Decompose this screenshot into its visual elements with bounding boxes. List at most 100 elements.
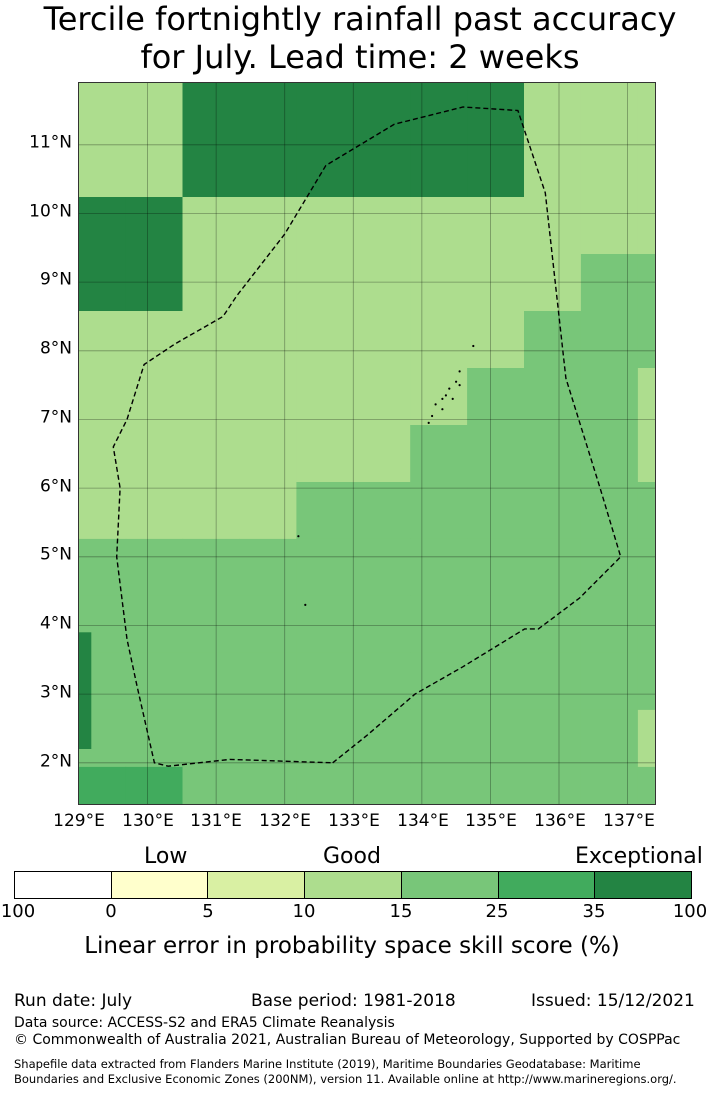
lat-label-9n: 9°N [39,269,72,290]
colorbar-tick: 100 [672,901,708,922]
lat-label-10n: 10°N [29,201,72,222]
skill-cell [125,197,184,255]
skill-cell [239,83,297,141]
skill-cell [182,425,240,483]
skill-cell [353,482,411,540]
skill-cell [637,311,655,369]
legend-category-good: Good [323,844,381,869]
island-marker [448,387,451,390]
lon-label-135e: 135°E [465,811,517,831]
skill-cell [239,311,297,369]
skill-cell [637,83,655,141]
island-marker [434,403,437,406]
skill-cell [467,766,525,804]
skill-cell [524,709,582,768]
skill-cell [239,595,297,654]
skill-cell [524,595,582,654]
skill-cell [182,766,240,804]
skill-cell [580,197,639,255]
skill-cells [79,83,655,804]
skill-cell [580,254,639,312]
copyright: © Commonwealth of Australia 2021, Austra… [14,1032,681,1048]
skill-cell [467,652,525,711]
title-line-1: Tercile fortnightly rainfall past accura… [43,0,677,38]
skill-cell [353,140,411,198]
island-marker [458,370,461,373]
skill-cell [637,538,655,597]
skill-cell [296,368,354,426]
skill-cell [637,709,655,768]
skill-cell [410,368,468,426]
skill-cell [580,425,639,483]
skill-cell [353,311,411,369]
skill-cell [79,254,127,312]
skill-cell [296,652,354,711]
skill-cell [125,766,184,804]
island-marker [427,421,430,424]
skill-cell [239,425,297,483]
skill-cell [125,140,184,198]
skill-cell [182,254,240,312]
skill-cell [637,254,655,312]
skill-cell [580,595,639,654]
island-marker [304,603,307,607]
skill-cell [239,254,297,312]
lon-label-136e: 136°E [534,811,586,831]
skill-cell [182,652,240,711]
skill-cell [296,311,354,369]
skill-cell [182,83,240,141]
skill-cell [79,140,127,198]
lat-label-3n: 3°N [39,682,72,703]
skill-cell [79,311,127,369]
lon-label-129e: 129°E [53,811,105,831]
base-period: Base period: 1981-2018 [251,991,456,1011]
colorbar-tick: 0 [105,901,117,922]
skill-cell [125,311,184,369]
skill-cell [182,538,240,597]
skill-cell [467,482,525,540]
skill-cell [410,197,468,255]
island-marker [472,344,475,348]
graticule [79,83,655,804]
skill-cell [79,368,127,426]
skill-cell [353,766,411,804]
skill-cell [239,709,297,768]
lat-label-5n: 5°N [39,544,72,565]
skill-cell [524,197,582,255]
map-title: Tercile fortnightly rainfall past accura… [0,0,720,76]
skill-cell [467,425,525,483]
skill-cell [296,709,354,768]
skill-cell [580,311,639,369]
shapefile-credit-line-2: Boundaries and Exclusive Economic Zones … [14,1072,677,1086]
skill-cell [580,482,639,540]
skill-cell [296,83,354,141]
skill-cell [125,652,184,711]
skill-cell [467,709,525,768]
skill-cell [467,311,525,369]
skill-cell [524,83,582,141]
colorbar-swatch [595,872,692,898]
eez-boundary [112,106,622,767]
lat-label-2n: 2°N [39,751,72,772]
skill-cell [637,425,655,483]
skill-cell [125,425,184,483]
skill-cell [296,140,354,198]
skill-cell [125,538,184,597]
colorbar-label: Linear error in probability space skill … [84,933,620,959]
skill-cell [125,482,184,540]
skill-cell [79,632,92,749]
skill-cell [239,197,297,255]
colorbar-tick: 25 [485,901,509,922]
skill-cell [239,482,297,540]
skill-cell [182,311,240,369]
lat-label-4n: 4°N [39,613,72,634]
skill-cell [524,254,582,312]
lon-label-133e: 133°E [328,811,380,831]
skill-cell [410,140,468,198]
skill-cell [353,652,411,711]
lon-label-132e: 132°E [259,811,311,831]
skill-cell [524,766,582,804]
skill-cell [410,83,468,141]
skill-cell [239,538,297,597]
lon-label-131e: 131°E [190,811,242,831]
